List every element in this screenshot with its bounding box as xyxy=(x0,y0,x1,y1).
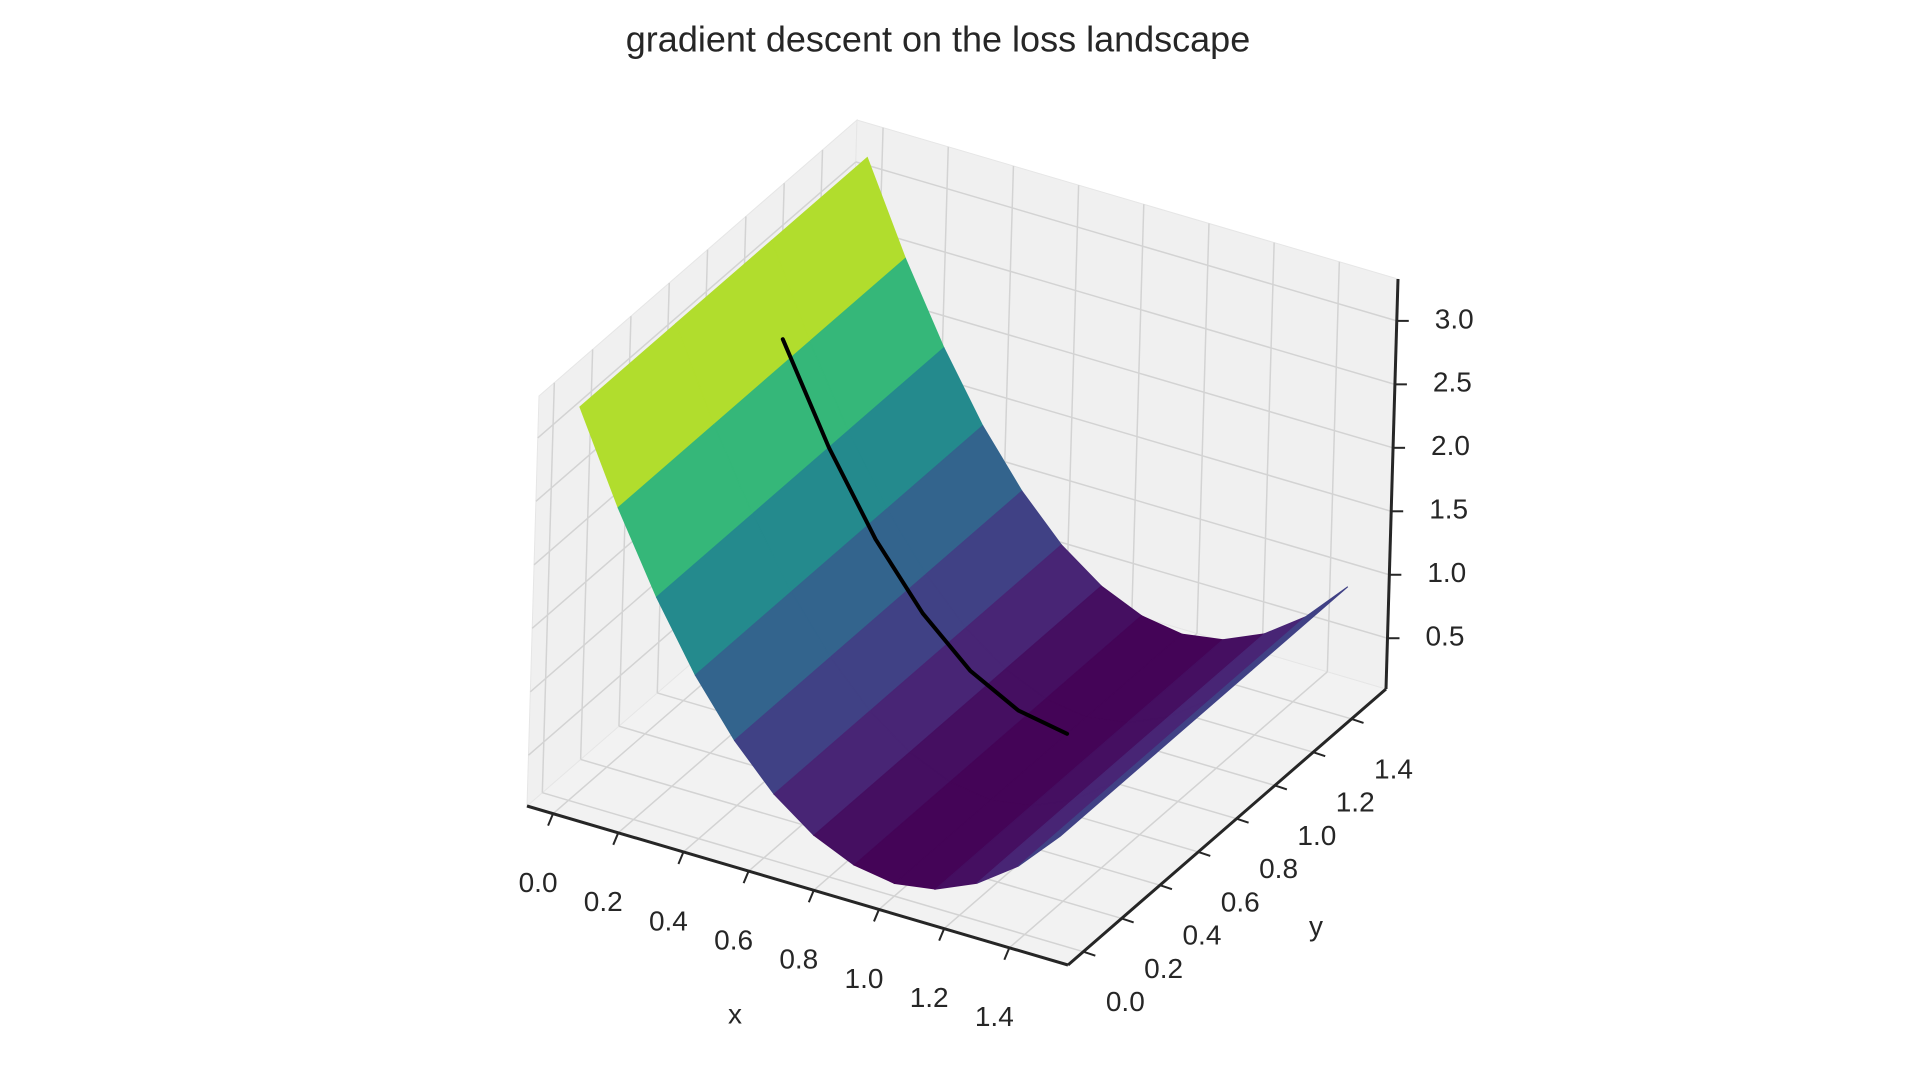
chart-title: gradient descent on the loss landscape xyxy=(626,19,1250,60)
z-tick-label: 2.5 xyxy=(1433,367,1472,398)
grid-line xyxy=(542,791,1084,953)
tick-mark xyxy=(1197,850,1211,857)
z-tick-label: 0.5 xyxy=(1425,621,1464,652)
tick-mark xyxy=(938,928,946,941)
grid-line xyxy=(1326,261,1341,672)
x-tick-label: 1.2 xyxy=(910,982,949,1013)
y-tick-label: 1.4 xyxy=(1374,753,1413,784)
tick-mark xyxy=(1236,817,1249,824)
x-tick-label: 0.2 xyxy=(584,886,623,917)
grid-line xyxy=(1196,223,1210,634)
x-tick-label: 0.8 xyxy=(779,944,818,975)
x-tick-label: 0.4 xyxy=(649,905,688,936)
tick-mark xyxy=(677,851,685,865)
tick-mark xyxy=(1003,947,1011,961)
grid-line xyxy=(851,288,1394,449)
x-axis xyxy=(526,804,1069,967)
y-tick-label: 0.0 xyxy=(1106,986,1145,1017)
tick-mark xyxy=(742,870,750,884)
tick-mark xyxy=(1351,717,1364,724)
y-tick-label: 1.0 xyxy=(1297,820,1336,851)
grid-line xyxy=(853,224,1396,386)
x-tick-label: 1.4 xyxy=(975,1001,1014,1032)
x-tick-label: 0.0 xyxy=(519,867,558,898)
y-tick-label: 1.2 xyxy=(1336,787,1375,818)
y-axis-label: y xyxy=(1309,910,1323,941)
grid-line xyxy=(541,382,556,793)
tick-mark xyxy=(1159,884,1173,891)
grid-line xyxy=(537,161,857,439)
y-tick-label: 0.2 xyxy=(1144,953,1183,984)
tick-mark xyxy=(1312,751,1326,758)
tick-mark xyxy=(1274,784,1288,791)
z-tick-label: 1.5 xyxy=(1429,494,1468,525)
descent-path xyxy=(780,337,1070,736)
y-tick-label: 0.6 xyxy=(1221,886,1260,917)
x-tick-label: 1.0 xyxy=(845,963,884,994)
tick-mark xyxy=(807,889,815,903)
z-axis xyxy=(1384,278,1400,690)
y-tick-label: 0.8 xyxy=(1259,853,1298,884)
grid-line xyxy=(1131,204,1145,615)
z-tick-label: 2.0 xyxy=(1431,430,1470,461)
grid-line xyxy=(1261,242,1275,653)
tick-mark xyxy=(1121,917,1134,924)
surface-facet xyxy=(1018,752,1157,867)
x-axis-label: x xyxy=(728,998,742,1029)
z-tick-label: 3.0 xyxy=(1435,303,1474,334)
grid-line xyxy=(1065,185,1080,596)
tick-mark xyxy=(873,909,880,922)
grid-line xyxy=(855,161,1397,322)
tick-mark xyxy=(612,832,620,846)
x-tick-label: 0.6 xyxy=(714,925,753,956)
y-tick-label: 0.4 xyxy=(1182,920,1221,951)
z-tick-label: 1.0 xyxy=(1427,557,1466,588)
tick-mark xyxy=(547,813,554,827)
tick-mark xyxy=(1083,950,1096,957)
y-axis xyxy=(1067,687,1387,967)
